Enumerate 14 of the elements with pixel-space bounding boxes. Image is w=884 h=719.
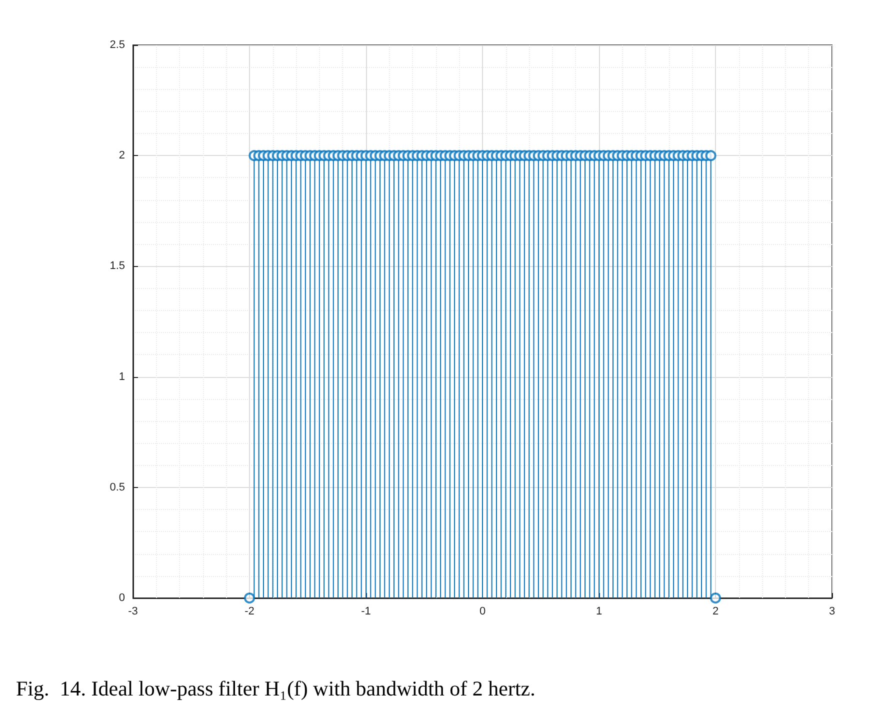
x-tick-label: -1 (361, 606, 371, 618)
x-tick-label: -2 (244, 606, 254, 618)
x-tick-label: 3 (828, 606, 836, 618)
y-tick-label: 0 (118, 592, 125, 604)
y-tick-label: 1.5 (110, 260, 125, 272)
y-tick-label: 2 (118, 150, 125, 162)
x-tick-label: 2 (712, 606, 719, 618)
x-tick-label: -3 (128, 606, 138, 618)
x-tick-label: 0 (479, 606, 486, 618)
x-tick-label: 1 (596, 606, 602, 618)
y-tick-label: 2.5 (110, 39, 125, 51)
y-tick-label: 1 (118, 370, 125, 383)
caption: Fig. 14. Ideal low-pass filter H₁(f) with bandwidth of 2 hertz. (16, 676, 536, 700)
y-tick-label: 0.5 (110, 481, 125, 494)
